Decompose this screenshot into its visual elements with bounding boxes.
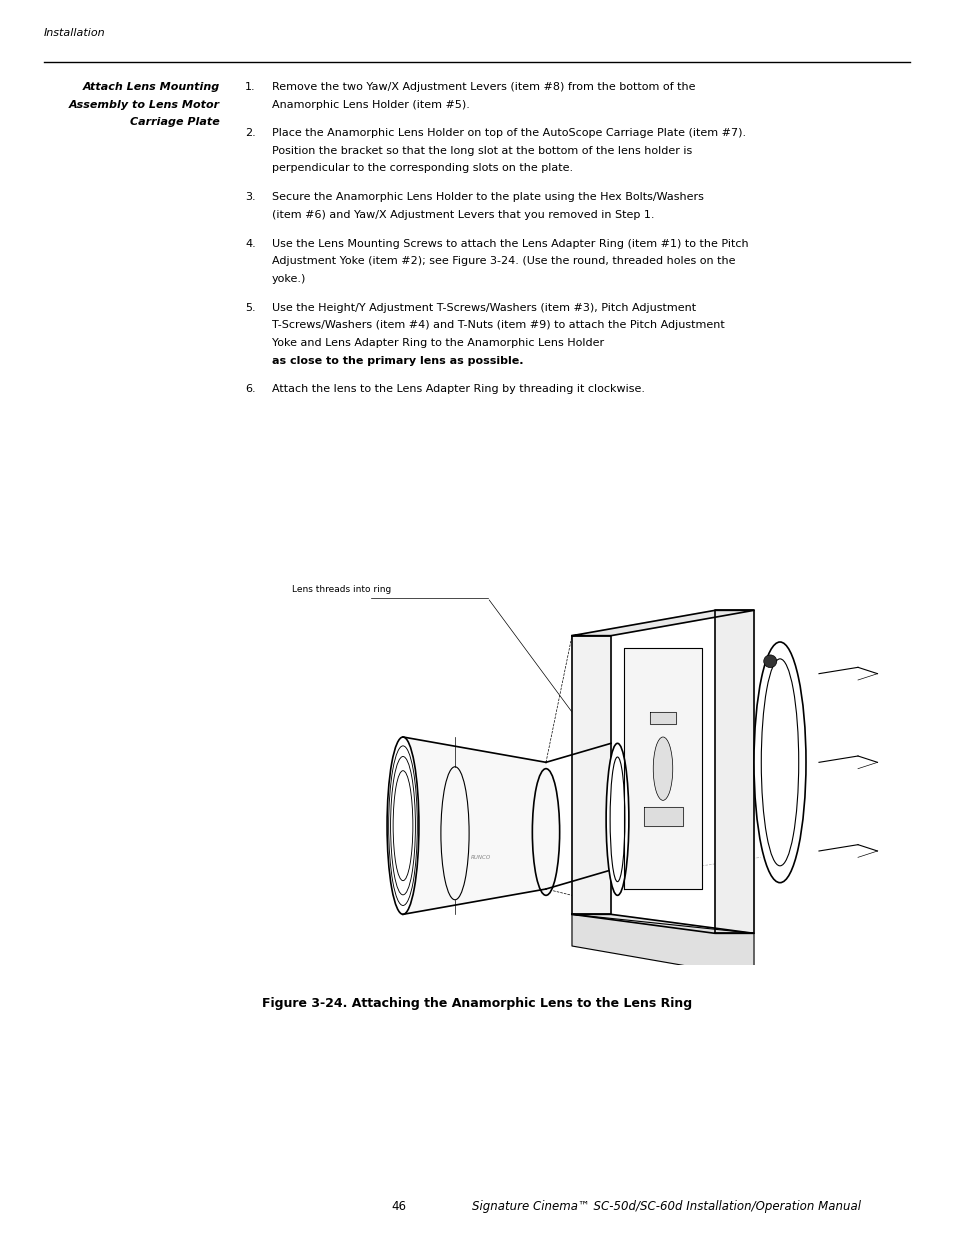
Text: 2.: 2. [245,128,255,138]
Ellipse shape [387,737,418,914]
Text: as close to the primary lens as possible.: as close to the primary lens as possible… [272,356,523,366]
Text: Yoke and Lens Adapter Ring to the Anamorphic Lens Holder: Yoke and Lens Adapter Ring to the Anamor… [272,338,603,348]
Text: Remove the two Yaw/X Adjustment Levers (item #8) from the bottom of the: Remove the two Yaw/X Adjustment Levers (… [272,82,695,91]
Polygon shape [402,737,545,914]
Text: 6.: 6. [245,384,255,394]
Ellipse shape [605,743,628,895]
Text: Lens threads into ring: Lens threads into ring [293,585,392,594]
Ellipse shape [390,757,415,895]
Text: Carriage Plate: Carriage Plate [131,117,220,127]
Text: Use the Height/Y Adjustment T-Screws/Washers (item #3), Pitch Adjustment: Use the Height/Y Adjustment T-Screws/Was… [272,303,696,312]
Text: (item #6) and Yaw/X Adjustment Levers that you removed in Step 1.: (item #6) and Yaw/X Adjustment Levers th… [272,210,654,220]
Text: perpendicular to the corresponding slots on the plate.: perpendicular to the corresponding slots… [272,163,573,173]
Text: Position the bracket so that the long slot at the bottom of the lens holder is: Position the bracket so that the long sl… [272,146,692,156]
Text: 46: 46 [391,1200,406,1213]
Polygon shape [572,610,753,636]
Text: Anamorphic Lens Holder (item #5).: Anamorphic Lens Holder (item #5). [272,100,470,110]
Text: Attach the lens to the Lens Adapter Ring by threading it clockwise.: Attach the lens to the Lens Adapter Ring… [272,384,644,394]
Ellipse shape [760,658,798,866]
Polygon shape [714,610,753,934]
Text: 1.: 1. [245,82,255,91]
Polygon shape [649,711,676,725]
Ellipse shape [653,737,672,800]
Text: 3.: 3. [245,193,255,203]
Text: Place the Anamorphic Lens Holder on top of the AutoScope Carriage Plate (item #7: Place the Anamorphic Lens Holder on top … [272,128,745,138]
Ellipse shape [753,642,805,883]
Ellipse shape [532,768,559,895]
Text: 4.: 4. [245,240,255,249]
Text: Assembly to Lens Motor: Assembly to Lens Motor [69,100,220,110]
Circle shape [763,655,776,668]
Text: Attach Lens Mounting: Attach Lens Mounting [83,82,220,91]
Polygon shape [572,914,753,934]
Text: Installation: Installation [44,28,106,38]
Polygon shape [623,648,701,889]
Text: yoke.): yoke.) [272,274,306,284]
Text: Secure the Anamorphic Lens Holder to the plate using the Hex Bolts/Washers: Secure the Anamorphic Lens Holder to the… [272,193,703,203]
Text: 5.: 5. [245,303,255,312]
Text: RUNCO: RUNCO [471,855,491,860]
Text: Use the Lens Mounting Screws to attach the Lens Adapter Ring (item #1) to the Pi: Use the Lens Mounting Screws to attach t… [272,240,748,249]
Text: Figure 3-24. Attaching the Anamorphic Lens to the Lens Ring: Figure 3-24. Attaching the Anamorphic Le… [262,997,691,1010]
Text: Signature Cinema™ SC-50d/SC-60d Installation/Operation Manual: Signature Cinema™ SC-50d/SC-60d Installa… [472,1200,861,1213]
Polygon shape [572,636,610,914]
Text: Adjustment Yoke (item #2); see Figure 3-24. (Use the round, threaded holes on th: Adjustment Yoke (item #2); see Figure 3-… [272,257,735,267]
Ellipse shape [388,746,416,905]
Polygon shape [572,914,753,978]
Text: T-Screws/Washers (item #4) and T-Nuts (item #9) to attach the Pitch Adjustment: T-Screws/Washers (item #4) and T-Nuts (i… [272,321,724,331]
Ellipse shape [393,771,413,881]
Ellipse shape [610,757,624,882]
Polygon shape [643,806,681,826]
